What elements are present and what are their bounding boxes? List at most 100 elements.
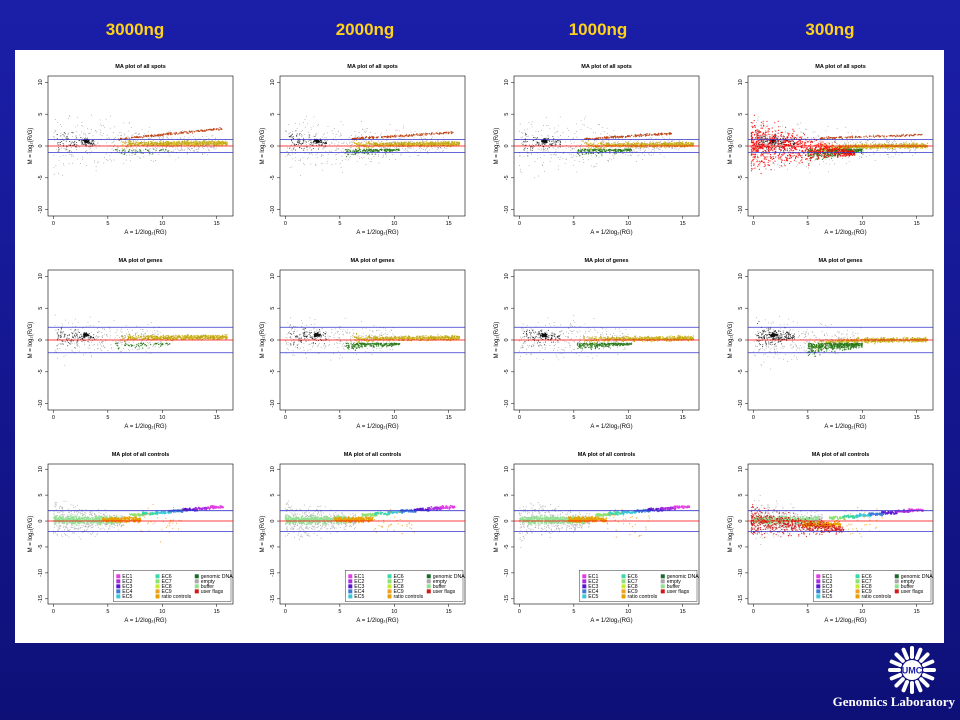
data-point <box>172 142 174 144</box>
data-point <box>362 129 364 131</box>
data-point <box>528 165 530 166</box>
data-point <box>127 150 130 153</box>
data-point <box>180 146 182 148</box>
data-point <box>412 142 414 144</box>
column-title-3000ng: 3000ng <box>75 20 195 40</box>
data-point <box>537 131 539 132</box>
data-point <box>659 141 661 142</box>
data-point <box>318 142 320 144</box>
data-point <box>401 153 403 155</box>
data-point <box>103 162 105 164</box>
data-point <box>360 121 362 122</box>
data-point <box>665 147 667 149</box>
data-point <box>370 136 372 138</box>
data-point <box>374 132 376 134</box>
data-point <box>137 142 139 144</box>
data-point <box>113 132 115 134</box>
data-point <box>377 149 380 152</box>
data-point <box>637 141 638 143</box>
data-point <box>427 143 429 145</box>
data-point <box>519 170 521 172</box>
data-point <box>55 148 57 150</box>
data-point <box>544 144 546 146</box>
data-point <box>653 153 655 155</box>
data-point <box>298 160 300 162</box>
data-point <box>675 142 677 144</box>
data-point <box>427 152 429 154</box>
data-point <box>338 148 339 150</box>
data-point <box>377 136 379 138</box>
data-point <box>113 140 115 142</box>
data-point <box>172 146 174 148</box>
data-point <box>424 137 426 139</box>
data-point <box>162 146 164 148</box>
x-tick-label: 15 <box>446 221 452 227</box>
data-point <box>552 146 554 148</box>
data-point <box>549 160 551 162</box>
data-point <box>583 124 585 126</box>
data-point <box>292 138 294 140</box>
data-point <box>557 140 559 142</box>
data-point <box>313 116 315 118</box>
x-tick-label: 15 <box>680 221 686 227</box>
data-point <box>556 131 557 133</box>
data-point <box>79 134 81 136</box>
data-point <box>57 144 59 146</box>
data-point <box>131 149 133 152</box>
data-point <box>385 129 387 131</box>
data-point <box>374 144 377 146</box>
data-point <box>127 130 129 132</box>
data-point <box>148 154 150 156</box>
data-point <box>423 146 425 148</box>
data-point <box>604 147 606 149</box>
data-point <box>208 142 210 144</box>
data-point <box>633 150 635 152</box>
data-point <box>128 148 131 151</box>
data-point <box>526 141 528 143</box>
data-point <box>135 144 137 146</box>
data-point <box>582 147 584 149</box>
data-point <box>161 137 163 139</box>
data-point <box>162 136 164 138</box>
data-point <box>153 143 155 145</box>
data-point <box>59 142 61 144</box>
data-point <box>173 143 175 145</box>
data-point <box>165 141 167 143</box>
data-point <box>443 140 445 142</box>
data-point <box>423 141 425 143</box>
data-point <box>520 137 522 138</box>
data-point <box>418 155 420 157</box>
data-point <box>79 163 81 164</box>
data-point <box>72 155 74 157</box>
data-point <box>351 153 353 156</box>
data-point <box>554 132 556 134</box>
data-point <box>415 143 417 145</box>
data-point <box>63 132 65 134</box>
data-point <box>590 147 592 149</box>
data-point <box>302 122 304 124</box>
data-point <box>564 163 566 165</box>
data-point <box>84 139 87 142</box>
data-point <box>420 150 422 152</box>
data-point <box>304 119 306 120</box>
data-point <box>159 147 161 149</box>
data-point <box>109 155 111 157</box>
data-point <box>175 159 177 161</box>
data-point <box>608 160 609 162</box>
data-point <box>654 142 656 144</box>
data-point <box>658 147 659 149</box>
data-point <box>576 136 578 138</box>
data-point <box>301 135 303 137</box>
data-point <box>417 144 419 146</box>
data-point <box>196 143 198 146</box>
data-point <box>197 148 199 150</box>
data-point <box>201 152 203 154</box>
data-point <box>291 166 293 168</box>
data-point <box>573 148 575 150</box>
data-point <box>114 137 116 138</box>
data-point <box>116 146 118 148</box>
data-point <box>558 141 560 143</box>
data-point <box>337 131 339 132</box>
data-point <box>523 149 525 151</box>
data-point <box>587 159 589 161</box>
